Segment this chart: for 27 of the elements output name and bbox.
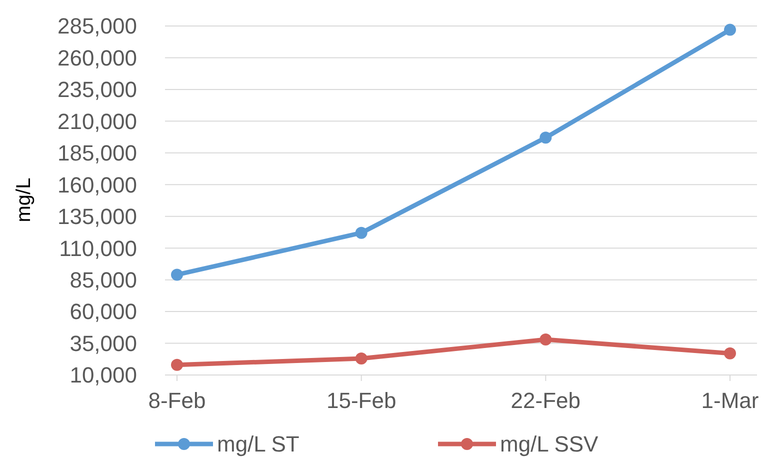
y-tick-label: 185,000 (57, 140, 137, 166)
x-tick-label: 15-Feb (326, 388, 396, 413)
y-tick-label: 210,000 (57, 108, 137, 134)
point (171, 268, 183, 281)
legend-label: mg/L ST (217, 432, 300, 457)
y-tick-label: 35,000 (70, 330, 137, 356)
y-tick-label: 60,000 (70, 299, 137, 324)
y-tick-label: 110,000 (59, 236, 137, 261)
y-tick-label: 10,000 (70, 362, 137, 388)
point (724, 347, 736, 360)
point (540, 132, 552, 144)
point (355, 352, 368, 364)
y-tick-label: 160,000 (57, 172, 137, 198)
x-tick-label: 1-Mar (701, 388, 759, 413)
y-tick-label: 235,000 (57, 77, 137, 102)
y-tick-label: 260,000 (57, 45, 137, 70)
x-tick-label: 22-Feb (510, 388, 581, 413)
y-tick-label: 285,000 (57, 14, 137, 39)
point (724, 24, 736, 36)
point (540, 333, 552, 346)
x-tick-label: 8-Feb (148, 388, 206, 413)
y-tick-label: 85,000 (70, 268, 137, 293)
point (171, 358, 183, 371)
y-axis-title: mg/L (13, 178, 35, 222)
legend-label: mg/L SSV (500, 432, 599, 457)
y-tick-label: 135,000 (57, 204, 137, 230)
point (355, 226, 368, 239)
